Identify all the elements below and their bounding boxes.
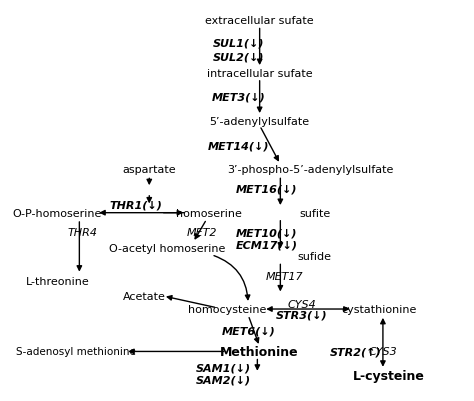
- Text: SAM2(↓): SAM2(↓): [196, 374, 251, 384]
- Text: MET14(↓): MET14(↓): [208, 141, 270, 151]
- Text: SUL1(↓): SUL1(↓): [213, 38, 264, 48]
- Text: THR1(↓): THR1(↓): [110, 200, 163, 210]
- Text: S-adenosyl methionine: S-adenosyl methionine: [16, 346, 136, 356]
- Text: homoserine: homoserine: [176, 208, 242, 218]
- Text: STR3(↓): STR3(↓): [276, 310, 328, 320]
- Text: L-threonine: L-threonine: [26, 277, 89, 287]
- Text: THR4: THR4: [68, 227, 98, 237]
- Text: intracellular sufate: intracellular sufate: [207, 69, 312, 79]
- Text: 3’-phospho-5’-adenylylsulfate: 3’-phospho-5’-adenylylsulfate: [227, 165, 393, 175]
- Text: MET16(↓): MET16(↓): [236, 184, 297, 194]
- Text: extracellular sufate: extracellular sufate: [205, 16, 314, 26]
- Text: STR2(↑): STR2(↑): [329, 346, 381, 356]
- FancyArrowPatch shape: [214, 256, 250, 300]
- Text: CYS3: CYS3: [369, 346, 397, 356]
- Text: L-cysteine: L-cysteine: [353, 369, 424, 382]
- Text: MET10(↓): MET10(↓): [236, 228, 297, 238]
- Text: aspartate: aspartate: [122, 165, 176, 175]
- Text: sufide: sufide: [298, 252, 332, 261]
- Text: cystathionine: cystathionine: [342, 304, 417, 314]
- Text: MET17: MET17: [266, 271, 304, 282]
- Text: O-P-homoserine: O-P-homoserine: [13, 208, 102, 218]
- Text: MET6(↓): MET6(↓): [221, 325, 275, 335]
- Text: ECM17(↓): ECM17(↓): [236, 240, 298, 250]
- Text: MET3(↓): MET3(↓): [212, 92, 266, 102]
- Text: SUL2(↓): SUL2(↓): [213, 53, 264, 62]
- Text: CYS4: CYS4: [288, 299, 316, 309]
- Text: 5’-adenylylsulfate: 5’-adenylylsulfate: [210, 116, 310, 126]
- Text: SAM1(↓): SAM1(↓): [196, 363, 251, 373]
- Text: MET2: MET2: [187, 227, 218, 237]
- Text: Methionine: Methionine: [220, 345, 299, 358]
- Text: homocysteine: homocysteine: [188, 304, 267, 314]
- Text: O-acetyl homoserine: O-acetyl homoserine: [109, 244, 226, 254]
- Text: sufite: sufite: [299, 208, 330, 218]
- Text: Acetate: Acetate: [123, 291, 166, 301]
